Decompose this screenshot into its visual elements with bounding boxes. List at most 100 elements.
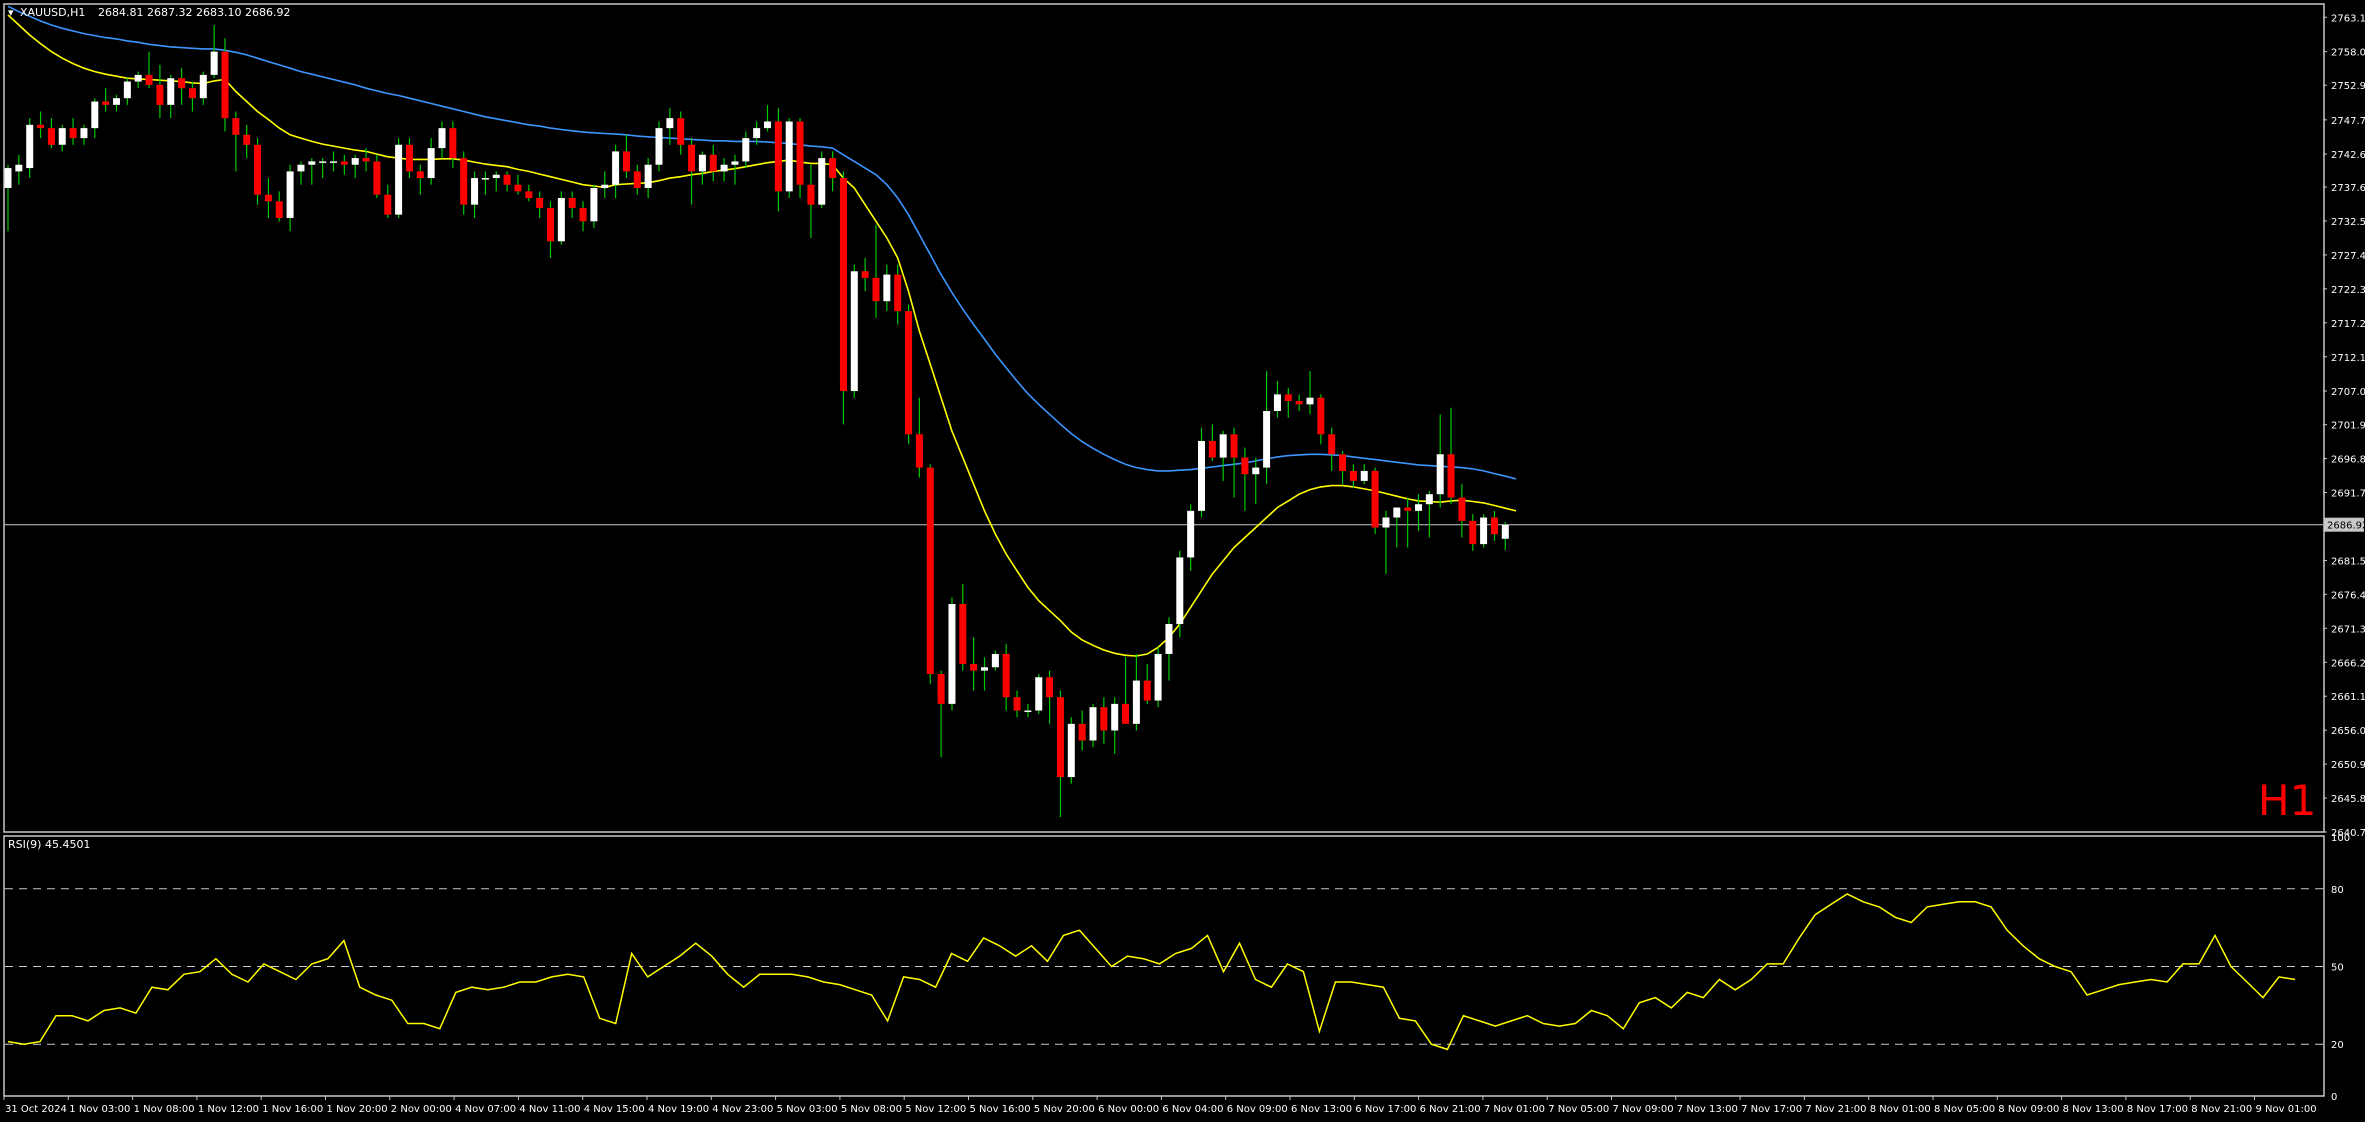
symbol-label[interactable]: XAUUSD,H1 bbox=[20, 6, 85, 19]
candle[interactable] bbox=[178, 68, 186, 105]
candle[interactable] bbox=[1273, 381, 1281, 418]
candle[interactable] bbox=[742, 131, 750, 169]
candle[interactable] bbox=[525, 184, 533, 202]
candle[interactable] bbox=[460, 151, 468, 215]
candle[interactable] bbox=[1263, 371, 1271, 485]
candle[interactable] bbox=[688, 138, 696, 205]
candle[interactable] bbox=[1089, 703, 1097, 748]
candle[interactable] bbox=[123, 78, 131, 105]
candle[interactable] bbox=[622, 134, 630, 179]
candle[interactable] bbox=[395, 138, 403, 218]
candle[interactable] bbox=[1252, 457, 1260, 505]
candle[interactable] bbox=[69, 118, 77, 145]
candle[interactable] bbox=[1339, 450, 1347, 485]
candle[interactable] bbox=[959, 584, 967, 671]
candle[interactable] bbox=[970, 637, 978, 691]
candle[interactable] bbox=[1219, 430, 1227, 481]
candle[interactable] bbox=[905, 304, 913, 445]
candle[interactable] bbox=[1404, 497, 1412, 548]
candle[interactable] bbox=[145, 51, 153, 89]
candle[interactable] bbox=[644, 158, 652, 199]
candle[interactable] bbox=[264, 178, 272, 218]
candle[interactable] bbox=[58, 124, 66, 152]
candle[interactable] bbox=[796, 118, 804, 199]
candle[interactable] bbox=[156, 64, 164, 119]
candle[interactable] bbox=[1208, 424, 1216, 461]
candle[interactable] bbox=[1447, 407, 1455, 505]
candle[interactable] bbox=[1035, 673, 1043, 714]
candle[interactable] bbox=[427, 138, 435, 185]
candle[interactable] bbox=[1306, 371, 1314, 415]
candle[interactable] bbox=[1002, 643, 1010, 711]
candle[interactable] bbox=[1490, 510, 1498, 541]
candle[interactable] bbox=[416, 164, 424, 195]
candle[interactable] bbox=[221, 38, 229, 132]
candle[interactable] bbox=[872, 224, 880, 318]
candle[interactable] bbox=[568, 191, 576, 218]
candle[interactable] bbox=[981, 657, 988, 691]
candle[interactable] bbox=[199, 71, 207, 105]
candle[interactable] bbox=[1415, 494, 1422, 531]
candle[interactable] bbox=[731, 154, 739, 185]
candle[interactable] bbox=[1480, 514, 1488, 548]
candle[interactable] bbox=[1198, 427, 1205, 518]
candle[interactable] bbox=[1360, 464, 1368, 485]
candle[interactable] bbox=[579, 201, 587, 232]
candle[interactable] bbox=[1284, 387, 1292, 418]
candle[interactable] bbox=[330, 151, 337, 172]
candle[interactable] bbox=[677, 111, 685, 155]
candle[interactable] bbox=[1382, 510, 1390, 575]
candle[interactable] bbox=[807, 164, 815, 238]
candle[interactable] bbox=[188, 81, 196, 112]
candle[interactable] bbox=[1154, 647, 1162, 708]
candle[interactable] bbox=[557, 191, 565, 245]
candle[interactable] bbox=[492, 171, 500, 192]
candle[interactable] bbox=[113, 94, 120, 112]
candle[interactable] bbox=[547, 201, 554, 258]
candle[interactable] bbox=[1078, 710, 1086, 751]
candle[interactable] bbox=[1501, 522, 1509, 551]
candle[interactable] bbox=[134, 71, 142, 89]
candle[interactable] bbox=[1349, 464, 1357, 488]
candle[interactable] bbox=[449, 121, 457, 169]
candle[interactable] bbox=[774, 108, 782, 212]
candle[interactable] bbox=[384, 184, 392, 218]
candle[interactable] bbox=[297, 161, 305, 185]
candle[interactable] bbox=[1425, 490, 1433, 538]
candle[interactable] bbox=[405, 138, 413, 179]
candle[interactable] bbox=[319, 158, 327, 179]
candle[interactable] bbox=[839, 171, 847, 425]
candle[interactable] bbox=[438, 121, 446, 159]
candle[interactable] bbox=[1317, 394, 1325, 445]
candle[interactable] bbox=[102, 88, 110, 112]
candle[interactable] bbox=[1436, 414, 1444, 508]
candle[interactable] bbox=[362, 148, 370, 172]
candle[interactable] bbox=[883, 264, 891, 312]
candle[interactable] bbox=[1241, 447, 1249, 511]
candle[interactable] bbox=[503, 171, 511, 192]
candle[interactable] bbox=[1230, 427, 1238, 498]
candle[interactable] bbox=[1122, 657, 1130, 724]
candle[interactable] bbox=[1132, 653, 1140, 731]
candle[interactable] bbox=[612, 144, 620, 199]
candle[interactable] bbox=[1067, 717, 1075, 784]
candle[interactable] bbox=[514, 174, 522, 195]
candle[interactable] bbox=[286, 164, 294, 232]
candle[interactable] bbox=[829, 151, 837, 192]
candle[interactable] bbox=[991, 650, 999, 671]
candle[interactable] bbox=[1024, 703, 1032, 718]
candle[interactable] bbox=[655, 121, 663, 172]
candle[interactable] bbox=[698, 151, 706, 185]
candle[interactable] bbox=[1046, 670, 1054, 724]
candle[interactable] bbox=[753, 121, 761, 145]
candle[interactable] bbox=[536, 191, 544, 218]
candle[interactable] bbox=[894, 264, 902, 325]
candle[interactable] bbox=[850, 264, 858, 398]
candle[interactable] bbox=[1056, 690, 1064, 818]
symbol-menu-icon[interactable]: ▾ bbox=[8, 6, 14, 19]
candle[interactable] bbox=[1100, 697, 1108, 744]
candle[interactable] bbox=[1393, 507, 1401, 548]
candle[interactable] bbox=[254, 138, 262, 205]
candle[interactable] bbox=[1295, 394, 1303, 412]
